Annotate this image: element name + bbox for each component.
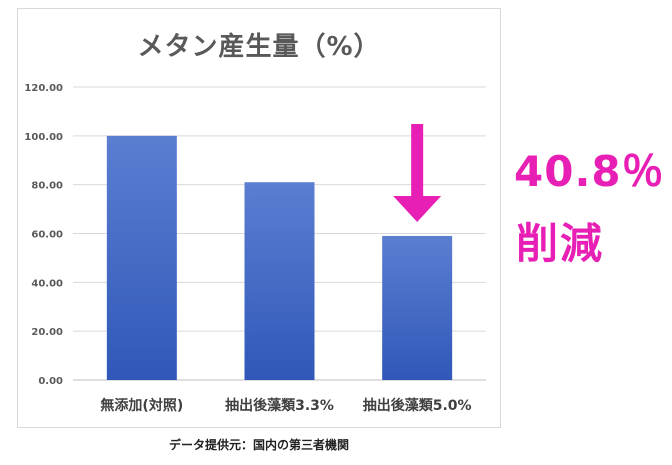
chart-title: メタン産生量（%）	[137, 32, 381, 62]
category-label: 抽出後藻類3.3%	[225, 397, 334, 414]
y-tick-label: 40.00	[31, 278, 63, 289]
arrow-head	[393, 196, 442, 222]
y-tick-label: 100.00	[24, 132, 63, 143]
category-label: 抽出後藻類5.0%	[363, 397, 472, 414]
y-axis-ticks: 0.00 20.00 40.00 60.00 80.00 100.00 120.00	[24, 83, 63, 387]
bars	[106, 135, 453, 380]
source-note: データ提供元：国内の第三者機関	[168, 438, 349, 452]
y-tick-label: 60.00	[31, 230, 63, 241]
bar	[106, 135, 177, 380]
down-arrow-icon	[393, 124, 442, 222]
x-axis-labels: 無添加(対照) 抽出後藻類3.3% 抽出後藻類5.0%	[100, 397, 471, 414]
bar	[244, 182, 315, 380]
y-tick-label: 20.00	[31, 327, 63, 338]
bar	[382, 235, 453, 380]
reduction-label: 削減	[516, 219, 605, 268]
category-label: 無添加(対照)	[100, 397, 183, 414]
reduction-value: 40.8％	[514, 147, 665, 196]
arrow-shaft	[411, 124, 424, 198]
y-tick-label: 0.00	[38, 376, 63, 387]
y-tick-label: 120.00	[24, 83, 63, 94]
y-tick-label: 80.00	[31, 181, 63, 192]
